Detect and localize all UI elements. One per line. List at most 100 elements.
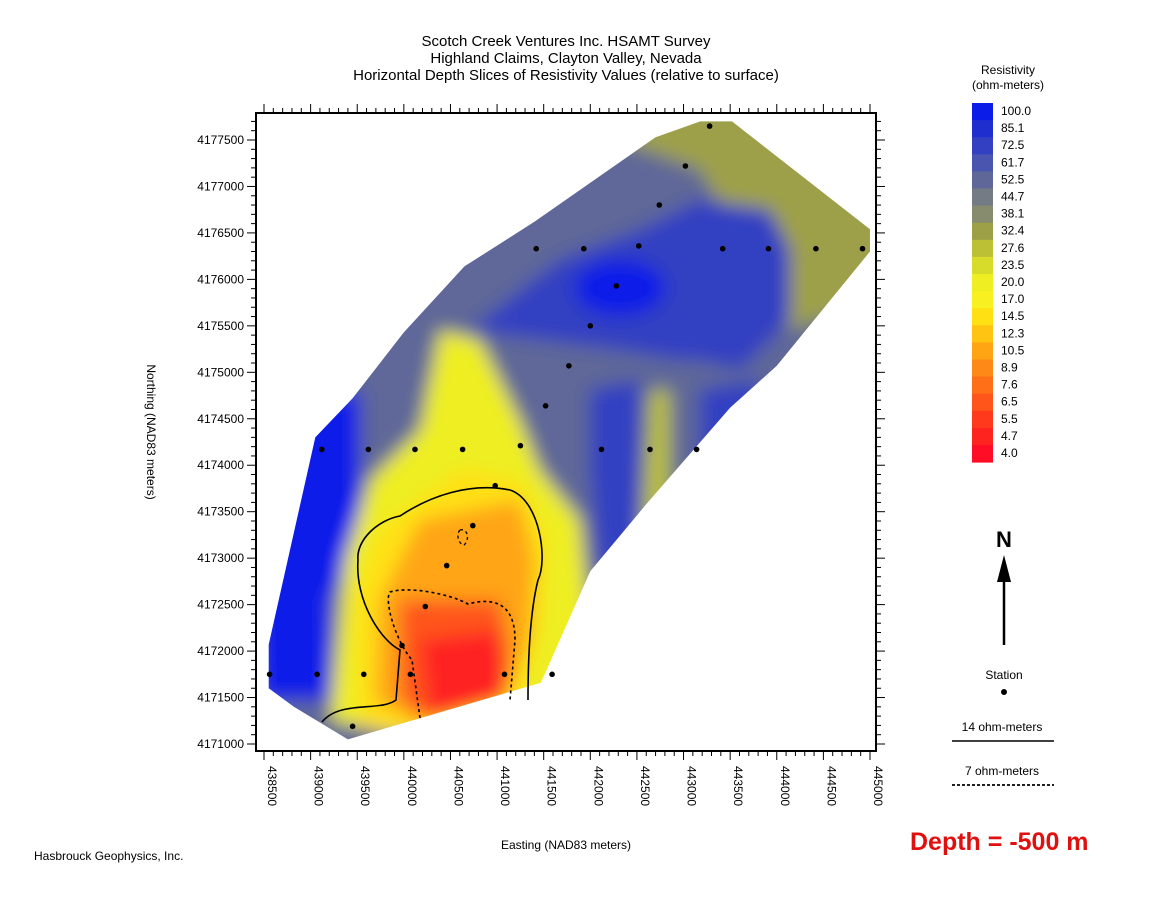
station-marker-8	[813, 245, 819, 252]
y-tick-label: 4177000	[197, 179, 244, 193]
depth-label: Depth = -500 m	[910, 828, 1089, 856]
colorbar-swatch	[972, 171, 993, 189]
axis-ticks: 438500 439000 439500 440000 440500 441000 4415…	[197, 104, 885, 806]
y-axis-label: Northing (NAD83 meters)	[144, 364, 158, 499]
station-legend-label: Station	[985, 668, 1022, 682]
colorbar-value-label: 10.5	[1001, 343, 1025, 357]
colorbar-value-label: 5.5	[1001, 412, 1018, 426]
x-tick-label: 443000	[685, 766, 699, 806]
colorbar-swatch	[972, 342, 993, 360]
colorbar-value-label: 100.0	[1001, 104, 1031, 118]
colorbar-swatch	[972, 359, 993, 378]
station-marker-19	[598, 446, 605, 453]
colorbar-value-label: 44.7	[1001, 190, 1025, 204]
north-arrow-icon	[997, 555, 1011, 645]
y-tick-label: 4175000	[197, 365, 244, 379]
station-marker-18	[517, 442, 524, 449]
contour-7-ohm	[387, 589, 516, 719]
station-marker-4	[581, 245, 587, 252]
x-tick-label: 442500	[638, 766, 652, 806]
colorbar-value-label: 17.0	[1001, 292, 1025, 306]
y-tick-label: 4174000	[197, 458, 244, 472]
red-core	[420, 630, 505, 718]
station-marker-26	[399, 642, 405, 649]
colorbar-swatch	[972, 103, 993, 121]
colorbar-swatch	[972, 427, 993, 446]
station-marker-22	[492, 482, 499, 489]
colorbar-swatch	[972, 291, 993, 309]
station-marker-16	[412, 446, 418, 453]
colorbar-value-label: 12.3	[1001, 326, 1025, 340]
station-marker-31	[501, 671, 508, 678]
station-marker-2	[656, 202, 663, 208]
station-marker-14	[319, 446, 325, 453]
colorbar-value-label: 8.9	[1001, 361, 1018, 375]
central-blue-zone	[590, 380, 640, 580]
station-marker-25	[422, 603, 429, 610]
station-marker-5	[636, 243, 642, 249]
contour-14-ohm	[321, 486, 543, 723]
colorbar-swatch	[972, 154, 993, 172]
colorbar-swatch	[972, 393, 993, 412]
colorbar-value-label: 20.0	[1001, 275, 1025, 289]
y-tick-label: 4175500	[197, 319, 244, 333]
ne-blue-core	[575, 260, 665, 316]
colorbar-swatch	[972, 205, 993, 224]
contour-legend-solid-label: 14 ohm-meters	[962, 720, 1043, 734]
colorbar-value-label: 85.1	[1001, 121, 1025, 135]
y-tick-label: 4173500	[197, 505, 244, 519]
colorbar-swatch	[972, 239, 993, 258]
colorbar-value-label: 27.6	[1001, 241, 1025, 255]
x-tick-label: 439000	[312, 766, 326, 806]
x-tick-label: 440000	[405, 766, 419, 806]
x-tick-label: 438500	[265, 766, 279, 806]
colorbar-swatch	[972, 256, 993, 275]
resistivity-colorbar: 100.0 85.1 72.5 61.7 52.5 44.7 38.1 32.4 27.6 23.…	[972, 103, 1031, 463]
contour-7-ohm-closed	[457, 529, 469, 546]
y-tick-label: 4173000	[197, 551, 244, 565]
x-tick-label: 444000	[778, 766, 792, 806]
colorbar-value-label: 52.5	[1001, 172, 1025, 186]
station-marker-21	[693, 446, 700, 453]
y-tick-label: 4176500	[197, 226, 244, 240]
y-tick-label: 4174500	[197, 412, 244, 426]
y-tick-label: 4172000	[197, 644, 244, 658]
station-dot-icon	[1001, 689, 1007, 695]
east-blue-zone	[700, 380, 760, 470]
colorbar-swatch	[972, 376, 993, 395]
x-tick-label: 443500	[731, 766, 745, 806]
credit-text: Hasbrouck Geophysics, Inc.	[34, 849, 184, 863]
stations-layer	[266, 123, 866, 730]
station-marker-17	[459, 446, 466, 453]
station-marker-10	[613, 283, 620, 289]
station-marker-7	[765, 245, 772, 252]
station-marker-15	[365, 446, 372, 453]
colorbar-value-label: 4.0	[1001, 446, 1018, 460]
x-tick-label: 442000	[591, 766, 605, 806]
colorbar-value-label: 23.5	[1001, 258, 1025, 272]
contour-legend-dashed-label: 7 ohm-meters	[965, 764, 1039, 778]
x-tick-label: 441000	[498, 766, 512, 806]
colorbar-value-label: 6.5	[1001, 395, 1018, 409]
station-marker-11	[587, 323, 594, 329]
title-line-3: Horizontal Depth Slices of Resistivity V…	[353, 67, 779, 84]
x-tick-label: 441500	[545, 766, 559, 806]
colorbar-swatch	[972, 222, 993, 241]
station-marker-30	[407, 671, 414, 678]
x-tick-label: 445000	[871, 766, 885, 806]
title-line-2: Highland Claims, Clayton Valley, Nevada	[430, 50, 702, 67]
colorbar-value-label: 32.4	[1001, 224, 1025, 238]
station-marker-20	[647, 446, 653, 453]
x-tick-label: 439500	[358, 766, 372, 806]
legend-title: Resistivity	[981, 63, 1035, 77]
colorbar-value-label: 14.5	[1001, 309, 1025, 323]
station-marker-3	[533, 245, 539, 252]
y-tick-label: 4171000	[197, 737, 244, 751]
north-label: N	[996, 527, 1012, 552]
legend-unit: (ohm-meters)	[972, 78, 1044, 92]
station-marker-1	[682, 163, 689, 169]
colorbar-value-label: 38.1	[1001, 207, 1025, 221]
station-marker-33	[349, 723, 356, 730]
station-marker-24	[443, 562, 450, 569]
colorbar-swatch	[972, 137, 993, 155]
